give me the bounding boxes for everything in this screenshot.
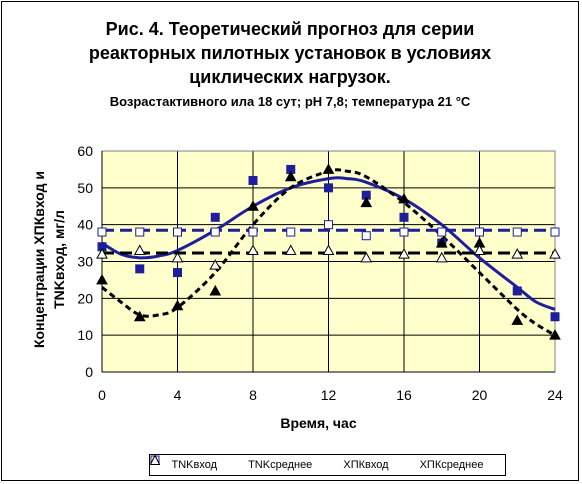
x-tick-label: 12 bbox=[321, 387, 337, 403]
data-point bbox=[360, 196, 373, 208]
y-axis-title-line-2: TNKвход, мг/л bbox=[51, 210, 67, 309]
data-point bbox=[247, 200, 259, 211]
data-point bbox=[549, 248, 561, 259]
data-point bbox=[135, 227, 145, 237]
x-tick-label: 20 bbox=[472, 387, 488, 403]
x-axis-title: Время, час bbox=[280, 415, 356, 431]
data-point bbox=[322, 244, 335, 255]
legend-label: ХПКсреднее bbox=[419, 459, 484, 471]
data-point bbox=[511, 314, 524, 325]
legend-label: ХПКвход bbox=[343, 459, 389, 471]
legend-label: TNKсреднее bbox=[248, 459, 313, 471]
x-tick-label: 4 bbox=[174, 387, 182, 403]
data-point bbox=[324, 183, 333, 193]
data-point bbox=[209, 259, 222, 270]
chart-title-line-1: Рис. 4. Теоретический прогноз для серии bbox=[105, 19, 475, 39]
data-point bbox=[324, 220, 333, 230]
data-point bbox=[209, 284, 222, 296]
legend-item: ХПКвход bbox=[150, 455, 389, 471]
x-tick-label: 0 bbox=[98, 387, 106, 403]
data-point bbox=[284, 170, 297, 182]
data-point bbox=[173, 268, 182, 278]
data-point bbox=[550, 227, 560, 237]
chart-subtitle: Возрастактивного ила 18 сут; pH 7,8; тем… bbox=[109, 94, 471, 109]
data-point bbox=[512, 227, 522, 237]
data-point bbox=[171, 299, 184, 311]
y-tick-label: 30 bbox=[77, 254, 93, 270]
legend-item: TNKвход bbox=[150, 455, 218, 471]
y-tick-label: 40 bbox=[77, 217, 93, 233]
y-tick-label: 0 bbox=[85, 364, 93, 380]
legend-label: TNKвход bbox=[171, 459, 218, 471]
data-point bbox=[322, 163, 335, 174]
data-point bbox=[399, 227, 409, 237]
legend-item: TNKсреднее bbox=[150, 455, 313, 471]
data-point bbox=[210, 227, 220, 237]
data-point bbox=[173, 227, 182, 237]
data-point bbox=[210, 212, 220, 222]
data-point bbox=[133, 310, 146, 322]
chart-title-line-3: циклических нагрузок. bbox=[189, 67, 391, 87]
data-point bbox=[284, 244, 297, 255]
data-point bbox=[360, 251, 373, 263]
data-point bbox=[286, 227, 296, 237]
data-point bbox=[248, 227, 258, 237]
legend-item: ХПКсреднее bbox=[150, 455, 484, 471]
data-point bbox=[437, 227, 447, 237]
chart-legend: TNKвход TNKсреднее ХПКвход ХПКсреднее bbox=[149, 454, 506, 476]
x-tick-label: 24 bbox=[547, 387, 563, 403]
data-point bbox=[247, 244, 259, 255]
data-point bbox=[97, 227, 107, 237]
data-point bbox=[96, 273, 108, 285]
trend-line bbox=[101, 176, 556, 311]
chart-plot: 0 10 20 30 40 50 60 0 4 8 12 16 20 24 Время, час Концен… bbox=[31, 143, 563, 431]
data-point bbox=[512, 286, 522, 296]
data-point bbox=[511, 248, 524, 259]
data-point bbox=[549, 329, 561, 340]
chart-title-line-2: реакторных пилотных установок в условиях bbox=[88, 43, 492, 63]
data-point bbox=[473, 244, 486, 255]
data-point bbox=[96, 248, 108, 259]
y-tick-label: 20 bbox=[77, 290, 93, 306]
data-point bbox=[361, 231, 371, 241]
data-point bbox=[435, 251, 448, 263]
x-tick-label: 16 bbox=[396, 387, 412, 403]
x-tick-label: 8 bbox=[249, 387, 257, 403]
data-point bbox=[133, 244, 146, 255]
data-point bbox=[399, 212, 409, 222]
data-point bbox=[135, 264, 145, 274]
data-point bbox=[475, 227, 484, 237]
data-point bbox=[171, 251, 184, 263]
y-tick-label: 60 bbox=[77, 143, 93, 159]
legend-marker-icon bbox=[150, 455, 160, 465]
y-axis-title-line-1: Концентрации ХПКвход и bbox=[31, 171, 47, 348]
data-point bbox=[435, 237, 448, 248]
data-point bbox=[248, 175, 258, 185]
y-tick-label: 50 bbox=[77, 180, 93, 196]
data-point bbox=[398, 192, 410, 204]
y-tick-label: 10 bbox=[77, 327, 93, 343]
data-point bbox=[550, 312, 560, 322]
data-point bbox=[398, 248, 410, 259]
